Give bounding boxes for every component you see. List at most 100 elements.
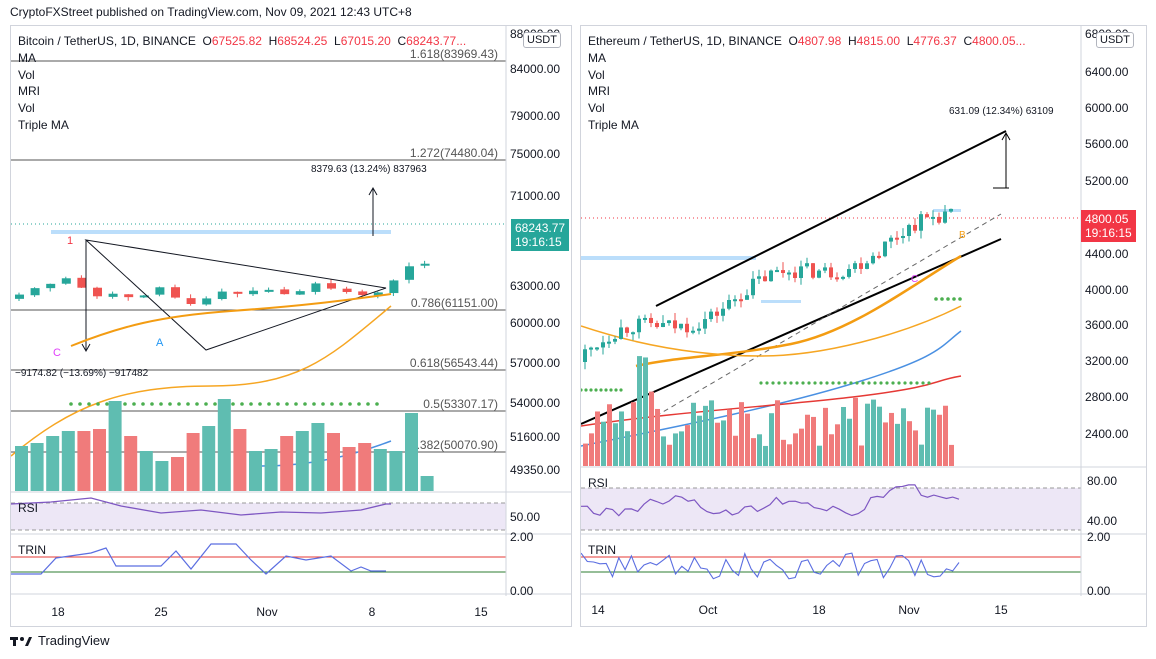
eth-candle [631, 332, 635, 335]
eth-candle [625, 327, 629, 333]
btc-indicator-ma[interactable]: MA [18, 50, 36, 65]
eth-rsi-axis-top: 80.00 [1087, 474, 1117, 488]
btc-candle [264, 289, 274, 292]
eth-zone-2 [761, 300, 801, 303]
btc-ma-orange [70, 293, 392, 347]
eth-volume-bar [889, 412, 894, 466]
eth-ma-red [581, 375, 962, 427]
eth-mri-dot [589, 388, 593, 392]
btc-candle [61, 278, 71, 284]
eth-mri-dot [934, 297, 938, 301]
btc-mri-dot [321, 402, 325, 406]
eth-price-tick: 2800.00 [1085, 390, 1129, 404]
btc-candle [186, 298, 196, 304]
btc-mri-dot [87, 402, 91, 406]
eth-candle [769, 270, 773, 282]
btc-currency-button[interactable]: USDT [523, 32, 561, 48]
eth-volume-bar [649, 391, 654, 466]
eth-volume-bar [613, 423, 618, 466]
eth-mri-dot [619, 388, 623, 392]
btc-candle [30, 288, 40, 296]
eth-volume-bar [709, 400, 714, 466]
eth-mri-dot [837, 381, 841, 385]
btc-volume-bar [295, 431, 309, 491]
eth-candle [721, 308, 725, 316]
eth-support-zone [581, 256, 756, 260]
eth-candle [751, 278, 755, 296]
eth-candle [679, 323, 683, 329]
eth-volume-bar [583, 443, 588, 466]
eth-chart-panel[interactable]: Ethereum / TetherUS, 1D, BINANCE O4807.9… [580, 25, 1147, 627]
eth-volume-bar [865, 403, 870, 466]
btc-indicator-triple-ma[interactable]: Triple MA [18, 117, 69, 132]
eth-volume-bar [817, 445, 822, 466]
tradingview-footer: TradingView [10, 633, 110, 648]
eth-mri-dot [609, 388, 613, 392]
btc-trin-axis-bottom: 0.00 [510, 584, 534, 598]
eth-indicator-vol-2[interactable]: Vol [588, 101, 605, 116]
eth-volume-bar [595, 411, 600, 466]
eth-indicator-triple-ma[interactable]: Triple MA [588, 117, 639, 132]
eth-trin-title: TRIN [588, 543, 616, 557]
eth-chart-canvas[interactable]: 6800.006400.006000.005600.005200.004400.… [581, 26, 1146, 626]
eth-rsi-band [581, 488, 1081, 530]
btc-candle [389, 280, 399, 294]
btc-chart-panel[interactable]: Bitcoin / TetherUS, 1D, BINANCE O67525.8… [10, 25, 572, 627]
publisher-header: CryptoFXStreet published on TradingView.… [10, 5, 412, 19]
btc-open: O67525.82 [202, 34, 262, 48]
btc-candle [280, 289, 290, 295]
eth-price-tick: 6000.00 [1085, 101, 1129, 115]
btc-volume-bar [139, 451, 153, 491]
btc-indicator-mri[interactable]: MRI [18, 84, 40, 99]
eth-mri-dot [843, 381, 847, 385]
eth-volume-bar [763, 445, 768, 466]
eth-target-label: 631.09 (12.34%) 63109 [949, 106, 1054, 117]
btc-target-arrow [368, 186, 378, 196]
btc-rsi-title: RSI [18, 501, 38, 515]
btc-candle [420, 263, 430, 266]
eth-candle [913, 224, 917, 231]
btc-mri-dot [303, 402, 307, 406]
eth-volume-bar [589, 433, 594, 466]
btc-mri-dot [276, 402, 280, 406]
btc-mri-dot [123, 402, 127, 406]
eth-candle [823, 267, 827, 271]
eth-volume-bar [829, 434, 834, 466]
eth-volume-bar [607, 404, 612, 466]
btc-price-tick: 51600.00 [510, 430, 560, 444]
eth-candle [589, 347, 593, 350]
eth-mri-dot [915, 381, 919, 385]
eth-candle [691, 330, 695, 333]
eth-currency-button[interactable]: USDT [1096, 32, 1134, 48]
eth-candle [601, 342, 605, 348]
eth-candle [907, 224, 911, 236]
eth-candle [757, 276, 761, 279]
eth-open: O4807.98 [788, 34, 842, 48]
eth-mri-dot [885, 381, 889, 385]
eth-volume-bar [937, 414, 942, 466]
btc-indicator-vol[interactable]: Vol [18, 67, 35, 82]
btc-candle [124, 294, 134, 298]
eth-candle [673, 320, 677, 329]
eth-candle [895, 237, 899, 240]
eth-time-tick: 14 [591, 603, 605, 617]
eth-indicator-mri[interactable]: MRI [588, 84, 610, 99]
eth-mri-dot [927, 381, 931, 385]
btc-candle [249, 290, 258, 295]
btc-candle [358, 291, 368, 295]
eth-indicator-ma[interactable]: MA [588, 50, 606, 65]
btc-indicator-vol-2[interactable]: Vol [18, 101, 35, 116]
eth-mri-dot [891, 381, 895, 385]
btc-volume-bar [342, 447, 356, 491]
eth-volume-bar [805, 414, 810, 466]
eth-mri-dot [801, 381, 805, 385]
btc-price-tick: 60000.00 [510, 316, 560, 330]
btc-close: C68243.77... [397, 34, 467, 48]
btc-high: H68524.25 [268, 34, 328, 48]
eth-volume-bar [601, 421, 606, 466]
btc-chart-canvas[interactable]: 88000.0084000.0079000.0075000.0071000.00… [11, 26, 571, 626]
eth-indicator-vol[interactable]: Vol [588, 67, 605, 82]
eth-candle [727, 300, 731, 309]
eth-candle [667, 320, 671, 324]
eth-marker-c: C [911, 274, 918, 285]
